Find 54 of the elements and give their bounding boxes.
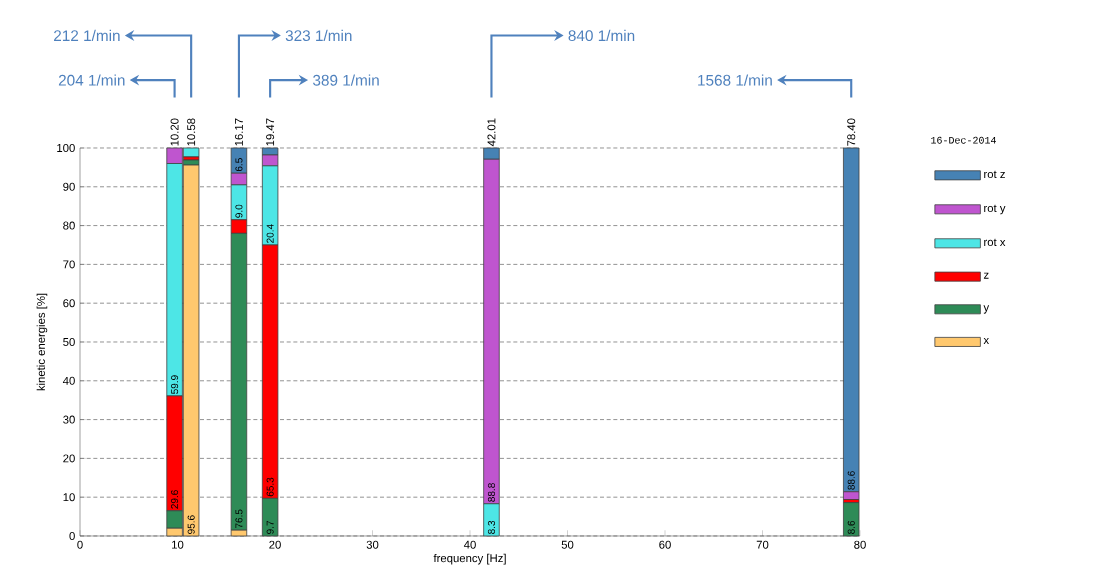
y-tick-label: 40: [62, 376, 75, 385]
y-tick-label: 0: [69, 531, 75, 540]
y-tick-label: 90: [63, 182, 75, 191]
data-label: 8.3: [487, 520, 495, 534]
y-tick-label: 100: [57, 143, 75, 152]
text: 212 1/min: [54, 29, 120, 42]
annotation: 78.40: [847, 118, 856, 146]
y-tick-label: 50: [63, 337, 75, 346]
legend-label: rot y: [984, 204, 1006, 215]
data-label: 59.9: [171, 375, 179, 394]
x-tick-label: 40: [463, 540, 476, 549]
data-label: 65.3: [266, 477, 274, 497]
y-tick-label: 70: [63, 260, 75, 269]
y-tick-label: 20: [63, 454, 75, 463]
annotation: 16.17: [234, 118, 243, 146]
x-tick-label: 20: [269, 540, 281, 549]
legend-label: y: [983, 305, 990, 314]
legend-label: x: [983, 337, 989, 344]
y-axis-title: kinetic energies [%]: [36, 293, 48, 391]
data-label: 76.5: [235, 509, 243, 529]
data-label: 88.8: [487, 483, 495, 502]
legend-label: rot z: [984, 170, 1005, 179]
annotation: 19.47: [266, 118, 275, 146]
data-label: 6.5: [235, 158, 243, 172]
x-tick-label: 60: [659, 540, 671, 549]
x-axis-title: frequency [Hz]: [433, 553, 506, 565]
data-label: 88.6: [847, 471, 855, 490]
x-tick-label: 50: [561, 540, 574, 549]
data-label: 95.6: [187, 515, 195, 534]
legend-title: 16-Dec-2014: [931, 136, 996, 144]
data-label: 29.6: [171, 490, 179, 509]
annotation: 10.20: [170, 118, 179, 146]
text: 323 1/min: [285, 29, 352, 42]
x-tick-label: 10: [172, 540, 184, 549]
legend-label: rot x: [984, 238, 1006, 247]
y-tick-label: 80: [63, 221, 75, 230]
annotation: 10.58: [187, 118, 196, 146]
x-tick-label: 80: [854, 540, 866, 549]
x-tick-label: 0: [77, 540, 83, 549]
y-tick-label: 10: [63, 493, 75, 502]
text: 389 1/min: [313, 74, 379, 86]
x-tick-label: 30: [366, 540, 379, 549]
text: 840 1/min: [568, 29, 635, 42]
text: 1568 1/min: [698, 74, 772, 86]
data-label: 8.6: [847, 520, 855, 534]
y-tick-label: 30: [63, 415, 75, 424]
x-tick-label: 70: [756, 540, 769, 549]
legend-label: z: [983, 272, 989, 279]
data-label: 9.7: [266, 520, 274, 534]
y-tick-label: 60: [63, 299, 75, 308]
data-label: 20.4: [266, 224, 274, 243]
annotation: 42.01: [487, 118, 496, 147]
text: 204 1/min: [58, 74, 125, 86]
data-label: 9.0: [235, 204, 243, 218]
